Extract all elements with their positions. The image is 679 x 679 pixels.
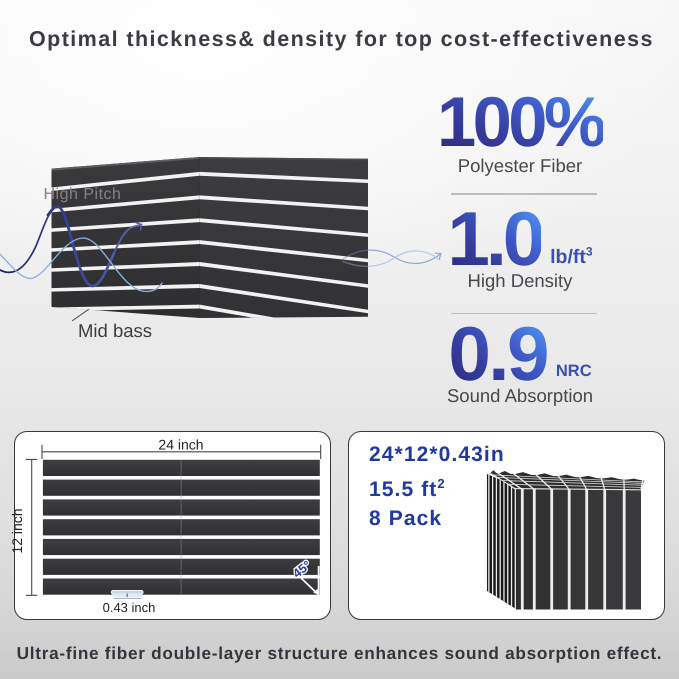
svg-text:0.43 inch: 0.43 inch <box>103 600 156 615</box>
svg-text:24 inch: 24 inch <box>158 436 203 452</box>
svg-text:12 inch: 12 inch <box>9 508 25 553</box>
